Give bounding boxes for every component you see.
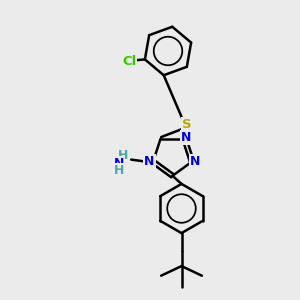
Text: S: S: [182, 118, 192, 131]
Text: H: H: [113, 164, 124, 177]
Text: Cl: Cl: [122, 55, 136, 68]
Text: N: N: [113, 157, 124, 170]
Text: N: N: [190, 155, 201, 168]
Text: H: H: [118, 148, 128, 162]
Text: N: N: [144, 155, 155, 168]
Text: N: N: [181, 131, 191, 144]
